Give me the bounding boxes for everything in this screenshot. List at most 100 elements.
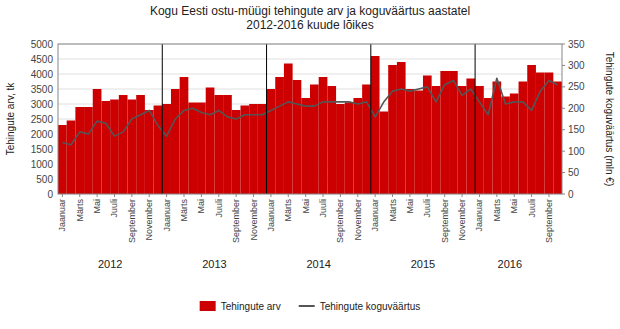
y2-tick-label: 200 [568, 103, 585, 114]
x-tick-label: Märts [283, 199, 293, 222]
y2-tick-label: 100 [568, 146, 585, 157]
legend-swatch [200, 301, 216, 311]
x-tick [514, 194, 515, 197]
x-tick [236, 194, 237, 197]
bar [449, 71, 458, 194]
plot-area [58, 56, 562, 194]
bar [136, 95, 145, 194]
x-tick [531, 194, 532, 197]
bar [319, 77, 328, 194]
x-tick-label: Mai [301, 199, 311, 214]
bar [75, 107, 84, 194]
x-tick [496, 194, 497, 197]
year-divider [266, 44, 267, 194]
year-label: 2016 [498, 258, 522, 270]
y-tick-label: 3000 [31, 99, 54, 110]
title-line: 2012-2016 kuude lõikes [246, 18, 373, 32]
x-tick-label: Märts [179, 199, 189, 222]
x-tick [357, 194, 358, 197]
bar [293, 80, 302, 194]
bar [336, 104, 345, 194]
x-tick [62, 194, 63, 197]
chart: Kogu Eesti ostu-müügi tehingute arv ja k… [0, 0, 620, 329]
y-tick-label: 500 [36, 174, 53, 185]
bar [553, 82, 562, 195]
x-tick [409, 194, 410, 197]
bar [545, 73, 554, 195]
bar [197, 103, 206, 195]
year-label: 2013 [202, 258, 226, 270]
x-tick [149, 194, 150, 197]
bar [284, 64, 293, 195]
bar [380, 112, 389, 195]
bar [466, 79, 475, 195]
bar [371, 56, 380, 194]
bar [223, 95, 232, 194]
bar [267, 89, 276, 194]
bar [345, 103, 354, 195]
year-divider [370, 44, 371, 194]
y2-tick-label: 250 [568, 81, 585, 92]
bar [240, 106, 249, 195]
y-tick-label: 4000 [31, 69, 54, 80]
x-tick [444, 194, 445, 197]
y2-tick-label: 50 [568, 167, 580, 178]
bar [110, 100, 119, 195]
bar [128, 100, 137, 195]
bar [458, 86, 467, 194]
y-tick-label: 0 [47, 189, 53, 200]
year-label: 2014 [306, 258, 330, 270]
bar [301, 98, 310, 194]
y-tick-label: 1500 [31, 144, 54, 155]
bar [501, 97, 510, 195]
x-tick-label: November [144, 199, 154, 241]
y-tick-label: 2500 [31, 114, 54, 125]
x-tick-label: September [335, 199, 345, 243]
grid-line [58, 74, 562, 75]
legend-swatch [299, 305, 315, 307]
x-tick [79, 194, 80, 197]
bar [162, 104, 171, 194]
bar [188, 103, 197, 195]
y-tick-label: 3500 [31, 84, 54, 95]
grid [58, 44, 562, 194]
y-tick-label: 2000 [31, 129, 54, 140]
bar [119, 95, 128, 194]
x-tick-label: Juuli [214, 199, 224, 218]
bar [180, 77, 189, 194]
bar [67, 121, 76, 195]
bar [527, 65, 536, 194]
legend-label: Tehingute koguväärtus [320, 301, 421, 312]
x-tick [114, 194, 115, 197]
bar [93, 89, 102, 194]
x-tick [270, 194, 271, 197]
x-tick [427, 194, 428, 197]
x-tick-label: September [544, 199, 554, 243]
x-tick-label: Jaanuar [474, 199, 484, 232]
x-tick [288, 194, 289, 197]
x-tick-label: Juuli [422, 199, 432, 218]
year-label: 2015 [411, 258, 435, 270]
y2-tick-label: 0 [568, 189, 574, 200]
x-tick-label: Juuli [318, 199, 328, 218]
y2-tick-label: 350 [568, 39, 585, 50]
x-tick-label: Jaanuar [57, 199, 67, 232]
legend-label: Tehingute arv [221, 301, 281, 312]
x-tick [340, 194, 341, 197]
bar [406, 89, 415, 194]
bar [101, 101, 110, 194]
x-tick [166, 194, 167, 197]
x-tick-label: Jaanuar [370, 199, 380, 232]
y2-tick-label: 150 [568, 124, 585, 135]
x-tick [201, 194, 202, 197]
plot-frame [58, 44, 562, 194]
x-tick [479, 194, 480, 197]
year-label: 2012 [98, 258, 122, 270]
year-divider [162, 44, 163, 194]
bar [171, 89, 180, 194]
x-tick [97, 194, 98, 197]
year-divider [475, 44, 476, 194]
bar [275, 77, 284, 194]
bar [310, 85, 319, 195]
x-tick-label: Mai [92, 199, 102, 214]
